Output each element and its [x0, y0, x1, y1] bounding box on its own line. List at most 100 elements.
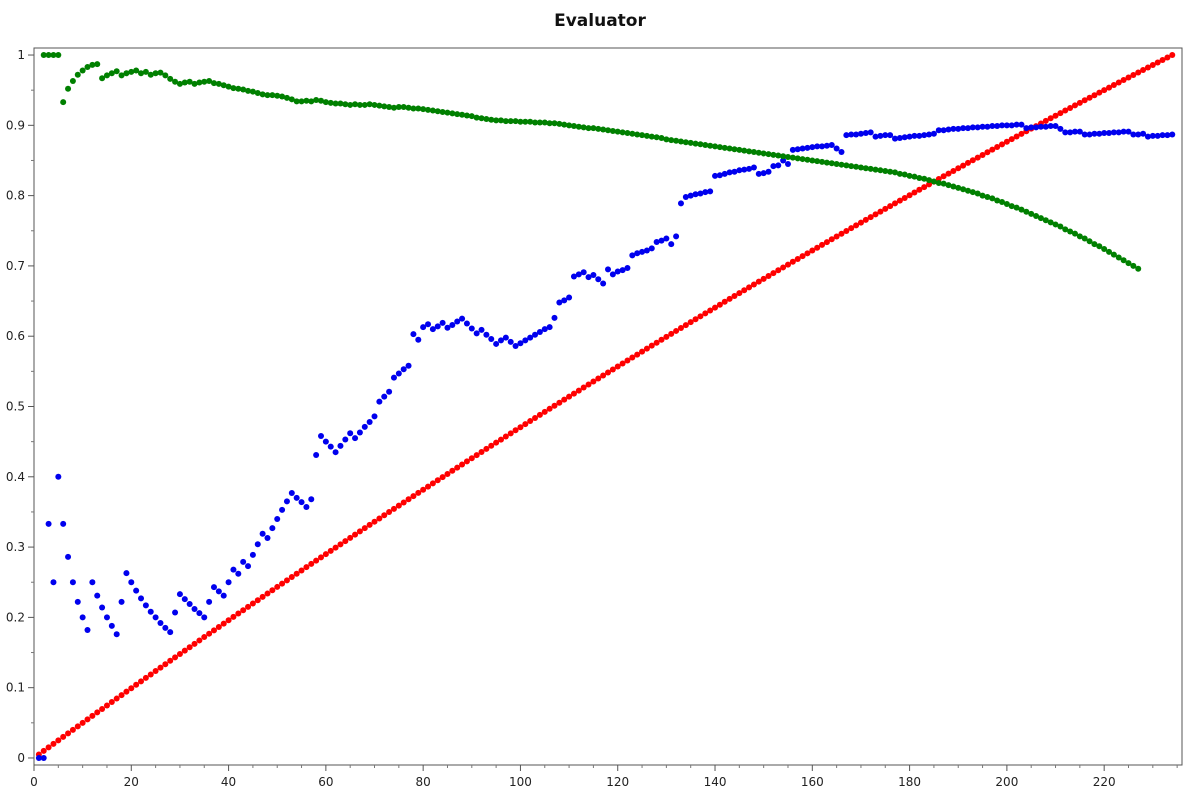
series-2-point — [55, 52, 62, 59]
red-point — [264, 590, 271, 597]
series-2-point — [118, 72, 125, 79]
series-2-point — [950, 183, 957, 190]
series-0-point — [629, 252, 636, 259]
series-0-point — [838, 149, 845, 156]
red-point — [176, 650, 183, 657]
series-2-point — [371, 101, 378, 108]
red-point — [468, 455, 475, 462]
series-0-point — [619, 267, 626, 274]
x-tick-label: 160 — [801, 775, 824, 789]
series-0-point — [935, 127, 942, 134]
red-point — [138, 678, 145, 685]
series-0-point — [979, 123, 986, 130]
red-point — [862, 216, 869, 223]
red-point — [196, 637, 203, 644]
red-point — [999, 141, 1006, 148]
series-0-point — [546, 324, 553, 331]
red-point — [882, 205, 889, 212]
series-0-point — [118, 598, 125, 605]
red-point — [872, 211, 879, 218]
red-point — [89, 712, 96, 719]
series-0-point — [556, 299, 563, 306]
red-point — [225, 617, 232, 624]
red-point — [726, 295, 733, 302]
x-tick-label: 200 — [995, 775, 1018, 789]
red-point — [760, 275, 767, 282]
red-point — [454, 464, 461, 471]
chart-title: Evaluator — [554, 11, 646, 31]
red-point — [857, 219, 864, 226]
series-0-point — [750, 164, 757, 171]
red-point — [692, 316, 699, 323]
series-2-point — [517, 118, 524, 125]
red-point — [415, 489, 422, 496]
red-point — [512, 427, 519, 434]
series-2-point — [750, 149, 757, 156]
series-2-point — [1125, 260, 1132, 267]
series-2-point — [541, 119, 548, 126]
red-point — [867, 214, 874, 221]
series-0-point — [108, 622, 115, 629]
y-tick-label: 0 — [17, 751, 25, 765]
series-0-point — [964, 125, 971, 132]
series-0-point — [332, 449, 339, 456]
red-point — [804, 250, 811, 257]
series-0-point — [405, 362, 412, 369]
series-0-point — [561, 297, 568, 304]
red-point — [1042, 117, 1049, 124]
red-point — [283, 577, 290, 584]
red-point — [697, 313, 704, 320]
red-point — [459, 461, 466, 468]
series-0-point — [1033, 124, 1040, 131]
red-point — [712, 304, 719, 311]
red-point — [979, 151, 986, 158]
red-point — [741, 287, 748, 294]
series-0-point — [439, 319, 446, 326]
series-0-point — [167, 629, 174, 636]
series-2-point — [230, 85, 237, 92]
series-0-point — [843, 132, 850, 139]
series-0-point — [1169, 131, 1176, 138]
series-0-point — [857, 130, 864, 137]
red-point — [809, 247, 816, 254]
red-point — [366, 521, 373, 528]
series-2-point — [775, 152, 782, 159]
series-0-point — [1096, 130, 1103, 137]
series-0-point — [113, 631, 120, 638]
series-2-point — [1052, 221, 1059, 228]
series-0-point — [950, 125, 957, 132]
series-2-point — [726, 145, 733, 152]
series-0-point — [1067, 129, 1074, 136]
series-2-point — [322, 99, 329, 106]
series-0-point — [342, 436, 349, 443]
red-point — [1135, 69, 1142, 76]
series-2-point — [123, 70, 130, 77]
red-point — [361, 525, 368, 532]
series-0-point — [191, 605, 198, 612]
series-2-point — [673, 137, 680, 144]
series-0-point — [454, 318, 461, 325]
red-point — [1101, 87, 1108, 94]
red-point — [789, 258, 796, 265]
series-2-point — [201, 78, 208, 85]
series-2-point — [872, 166, 879, 173]
series-2-point — [556, 120, 563, 127]
series-2-point — [731, 146, 738, 153]
red-point — [643, 345, 650, 352]
series-0-point — [1144, 133, 1151, 140]
y-tick-label: 0.5 — [6, 400, 25, 414]
red-point — [1164, 54, 1171, 61]
series-2-point — [434, 108, 441, 115]
series-0-point — [804, 144, 811, 151]
series-2-point — [274, 92, 281, 99]
red-point — [1008, 136, 1015, 143]
series-0-point — [677, 200, 684, 207]
series-0-point — [176, 591, 183, 598]
series-2-point — [352, 101, 359, 108]
series-0-point — [371, 413, 378, 420]
series-2-point — [483, 115, 490, 122]
series-2-point — [994, 197, 1001, 204]
series-0-point — [235, 570, 242, 577]
series-2-point — [113, 68, 120, 75]
series-2-point — [376, 102, 383, 109]
